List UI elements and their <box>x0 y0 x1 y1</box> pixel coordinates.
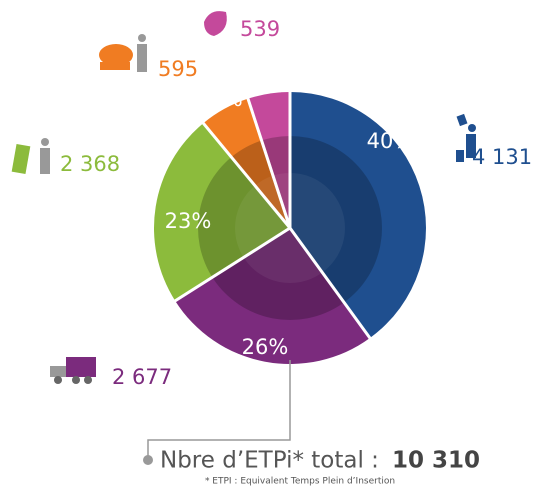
percent-label: 40% <box>367 129 414 153</box>
percent-label: 6% <box>209 87 242 111</box>
icon-bin <box>11 138 50 175</box>
icon-truck <box>50 357 96 384</box>
icon-leaf <box>204 11 227 36</box>
slice <box>203 98 290 228</box>
slice-separator <box>201 121 292 229</box>
count-label: 2 677 <box>112 365 172 389</box>
leader-dot <box>143 455 153 465</box>
count-label: 4 131 <box>472 145 532 169</box>
slice <box>175 228 370 364</box>
slice-separator <box>173 226 291 303</box>
count-label: 539 <box>240 17 280 41</box>
slice <box>290 92 426 339</box>
percent-label: 23% <box>165 209 212 233</box>
total-value: 10 310 <box>392 448 480 474</box>
total-label: Nbre d’ETPi* total : <box>160 448 379 474</box>
total-leader <box>143 360 291 465</box>
pie: 40% 26% 23% 6% 5% <box>153 73 426 364</box>
slice-separator <box>246 97 292 229</box>
slice <box>153 123 290 301</box>
footnote: * ETPI : Equivalent Temps Plein d’Insert… <box>205 477 395 487</box>
leader-line <box>147 360 291 458</box>
icon-mixer <box>99 34 147 72</box>
slice-separator <box>288 227 372 340</box>
percent-label: 26% <box>242 335 289 359</box>
percent-label: 5% <box>251 73 284 97</box>
icon-worker <box>456 113 476 162</box>
count-label: 595 <box>158 57 198 81</box>
count-label: 2 368 <box>60 152 120 176</box>
icons <box>11 11 476 384</box>
